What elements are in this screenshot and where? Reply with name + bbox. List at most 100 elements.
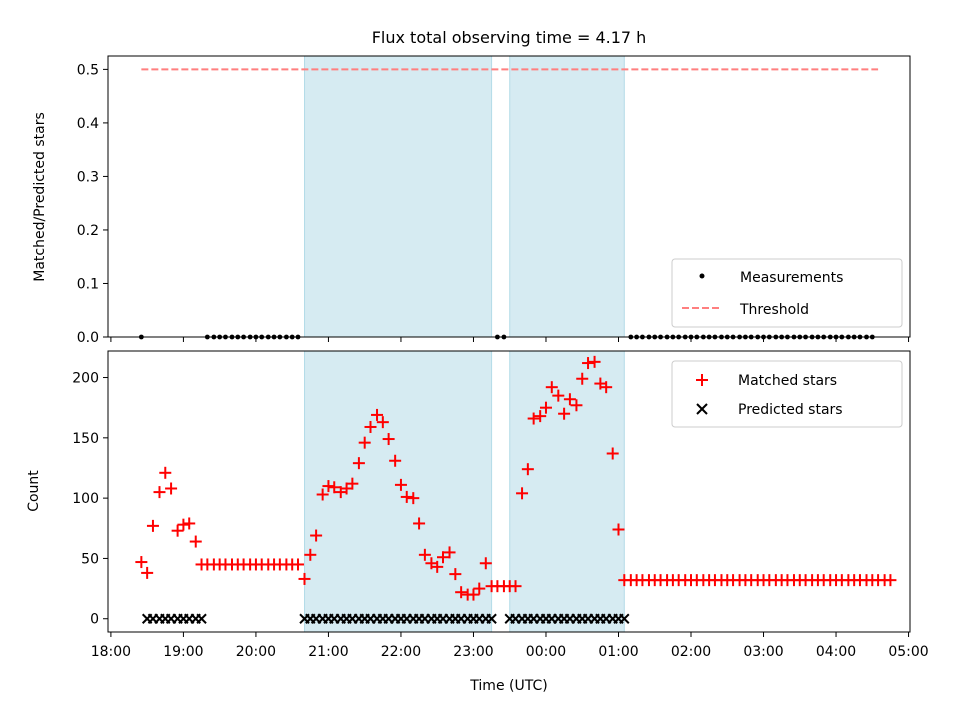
matched-point-35 (346, 477, 359, 490)
matched-point-55 (467, 588, 480, 601)
matched-point-79 (612, 523, 625, 536)
matched-point-64 (521, 463, 534, 476)
x-tick-label-4: 22:00 (381, 644, 421, 660)
x-axis-label: Time (UTC) (469, 678, 547, 694)
matched-point-40 (376, 416, 389, 429)
legend-predicted-label: Predicted stars (738, 402, 843, 418)
matched-point-72 (570, 399, 583, 412)
matched-point-36 (352, 457, 365, 470)
legend-matched-label: Matched stars (738, 373, 837, 389)
legend-measurements-marker (699, 273, 705, 279)
bottom-y-tick-label-0: 0 (90, 612, 99, 628)
legend-measurements-label: Measurements (740, 270, 843, 286)
matched-point-46 (413, 517, 426, 530)
shaded-region-1 (509, 350, 625, 633)
matched-point-45 (407, 492, 420, 505)
top-y-tick-label-3: 0.3 (77, 169, 99, 185)
shaded-region-1 (509, 55, 625, 338)
matched-point-1 (141, 566, 154, 579)
matched-point-8 (183, 517, 196, 530)
x-tick-label-7: 01:00 (598, 644, 638, 660)
bottom-axes-frame (107, 350, 911, 633)
matched-point-62 (509, 580, 522, 593)
chart-title: Flux total observing time = 4.17 h (372, 28, 647, 47)
predicted-point-41 (486, 613, 497, 624)
matched-point-3 (153, 486, 166, 499)
matched-point-42 (389, 454, 402, 467)
x-tick-label-0: 18:00 (91, 644, 131, 660)
matched-point-28 (304, 548, 317, 561)
bottom-shaded-regions (304, 350, 625, 633)
matched-point-6 (171, 524, 184, 537)
matched-point-43 (394, 478, 407, 491)
matched-point-27 (298, 572, 311, 585)
legend-predicted-marker (696, 403, 708, 415)
x-tick-label-6: 00:00 (526, 644, 566, 660)
matched-point-57 (479, 557, 492, 570)
x-tick-label-11: 05:00 (888, 644, 928, 660)
top-y-tick-label-1: 0.1 (77, 276, 99, 292)
bottom-y-tick-label-4: 200 (72, 371, 99, 387)
matched-point-5 (165, 482, 178, 495)
matched-point-56 (473, 582, 486, 595)
top-y-tick-label-2: 0.2 (77, 223, 99, 239)
matched-point-0 (135, 556, 148, 569)
predicted-point-61 (619, 613, 630, 624)
matched-point-78 (606, 447, 619, 460)
bottom-legend: Matched stars Predicted stars (671, 360, 903, 428)
legend-matched-marker (696, 374, 708, 386)
x-tick-label-3: 21:00 (308, 644, 348, 660)
matched-point-51 (443, 546, 456, 559)
bottom-y-tick-label-3: 150 (72, 431, 99, 447)
matched-point-70 (558, 407, 571, 420)
bottom-series (135, 355, 897, 624)
legend-threshold-label: Threshold (739, 302, 809, 318)
x-tick-label-2: 20:00 (236, 644, 276, 660)
x-tick-label-10: 04:00 (816, 644, 856, 660)
matched-point-73 (576, 372, 589, 385)
matched-point-69 (552, 389, 565, 402)
top-y-tick-label-4: 0.4 (77, 116, 99, 132)
shaded-region-0 (304, 350, 493, 633)
matched-point-47 (418, 548, 431, 561)
matched-point-26 (291, 558, 304, 571)
predicted-point-9 (196, 613, 207, 624)
top-panel: 0.0 0.1 0.2 0.3 0.4 0.5 Matched/Predicted sta… (32, 55, 911, 346)
matched-point-29 (310, 529, 323, 542)
matched-point-30 (316, 488, 329, 501)
matched-point-32 (328, 481, 341, 494)
matched-point-44 (400, 490, 413, 503)
matched-point-124 (884, 574, 897, 587)
top-legend: Measurements Threshold (671, 258, 903, 328)
x-tick-label-5: 23:00 (453, 644, 493, 660)
bottom-y-tick-label-2: 100 (72, 491, 99, 507)
matched-point-63 (516, 487, 529, 500)
matched-point-75 (588, 355, 601, 368)
matched-point-7 (177, 518, 190, 531)
top-y-tick-label-5: 0.5 (77, 62, 99, 78)
bottom-legend-box (671, 360, 903, 428)
bottom-panel: 0 50 100 150 200 18:00 19:00 20:00 21:00 22:00 23… (26, 350, 929, 694)
matched-point-68 (545, 381, 558, 394)
bottom-y-tick-label-1: 50 (81, 551, 99, 567)
matched-point-74 (582, 357, 595, 370)
matched-point-66 (534, 410, 547, 423)
matched-point-71 (563, 393, 576, 406)
matched-point-41 (382, 433, 395, 446)
top-y-axis-label: Matched/Predicted stars (32, 112, 48, 282)
matched-point-53 (455, 586, 468, 599)
bottom-y-ticks: 0 50 100 150 200 (72, 371, 108, 628)
matched-point-39 (371, 408, 384, 421)
matched-point-2 (146, 519, 159, 532)
top-shaded-regions (304, 55, 625, 338)
matched-point-50 (437, 551, 450, 564)
x-tick-label-1: 19:00 (163, 644, 203, 660)
top-y-ticks: 0.0 0.1 0.2 0.3 0.4 0.5 (77, 62, 108, 346)
matched-point-52 (449, 568, 462, 581)
matched-point-67 (539, 401, 552, 414)
matched-point-37 (358, 436, 371, 449)
bottom-x-ticks: 18:00 19:00 20:00 21:00 22:00 23:00 00:00 01:00… (91, 632, 929, 660)
top-axes-frame (107, 55, 911, 338)
matched-point-49 (431, 560, 444, 573)
